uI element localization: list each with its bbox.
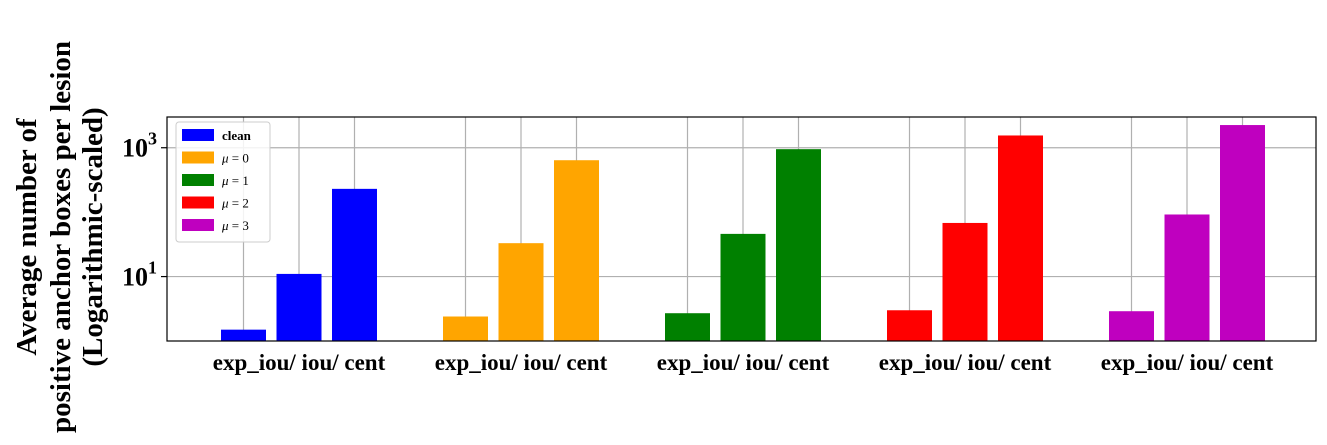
y-axis-label: Average number of positive anchor boxes p…	[11, 41, 109, 433]
bar-mu2-0	[887, 310, 932, 341]
bar-mu3-0	[1109, 311, 1154, 341]
bar-mu3-2	[1220, 125, 1265, 341]
legend-label-mu2: μ = 2	[221, 196, 249, 211]
legend-swatch-mu1	[182, 174, 214, 186]
legend-label-mu1: μ = 1	[221, 173, 249, 188]
legend-swatch-mu2	[182, 196, 214, 209]
y-axis-label-line: (Logarithmic-scaled)	[77, 107, 109, 366]
bar-mu3-1	[1164, 214, 1210, 341]
legend-label-clean: clean	[222, 128, 252, 143]
y-axis-label-line: Average number of	[11, 118, 43, 356]
legend-swatch-mu0	[182, 151, 214, 164]
bar-mu0-1	[498, 243, 544, 341]
y-tick-label: 101	[122, 258, 157, 292]
bar-mu0-2	[554, 160, 599, 341]
bar-clean-1	[276, 273, 322, 341]
x-tick-label: exp_iou/ iou/ cent	[657, 350, 830, 375]
legend-swatch-mu3	[182, 219, 214, 231]
bar-mu2-1	[942, 222, 988, 341]
legend: clean μ = 0 μ = 1 μ = 2 μ = 3	[175, 121, 271, 243]
bar-clean-0	[221, 329, 266, 341]
x-ticks: exp_iou/ iou/ cent exp_iou/ iou/ cent exp_…	[213, 350, 1274, 375]
x-tick-label: exp_iou/ iou/ cent	[1101, 350, 1274, 375]
bar-mu0-0	[443, 316, 488, 341]
bar-mu1-1	[720, 233, 766, 341]
x-tick-label: exp_iou/ iou/ cent	[435, 350, 608, 375]
plot-frame	[166, 116, 1317, 342]
bar-mu2-2	[998, 135, 1043, 341]
y-axis-label-line: positive anchor boxes per lesion	[45, 41, 77, 433]
legend-label-mu0: μ = 0	[221, 151, 249, 166]
bar-clean-2	[332, 188, 377, 341]
x-tick-label: exp_iou/ iou/ cent	[213, 350, 386, 375]
bar-mu1-0	[665, 313, 710, 341]
legend-label-mu3: μ = 3	[221, 218, 249, 233]
bars	[221, 125, 1265, 341]
bar-mu1-2	[776, 149, 821, 341]
y-ticks: 101 103	[122, 129, 167, 292]
legend-swatch-clean	[182, 129, 214, 141]
x-tick-label: exp_iou/ iou/ cent	[879, 350, 1052, 375]
y-tick-label: 103	[122, 129, 157, 163]
